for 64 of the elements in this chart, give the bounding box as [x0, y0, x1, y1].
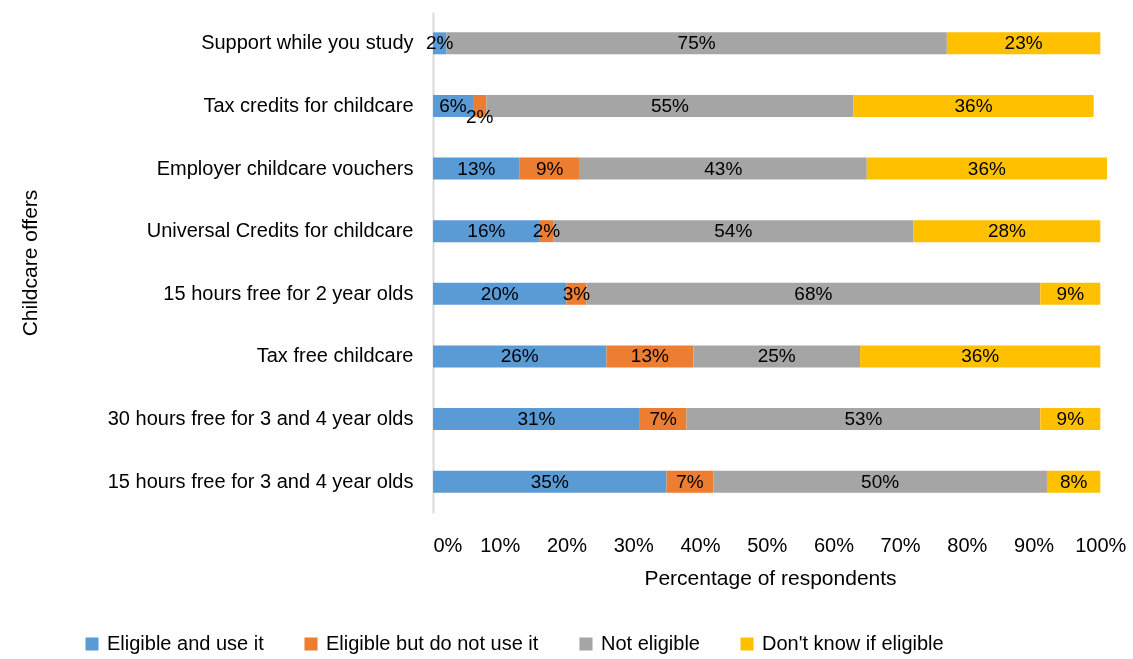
- data-label: 53%: [844, 408, 883, 430]
- legend-label: Don't know if eligible: [762, 632, 944, 654]
- data-label: 20%: [480, 282, 519, 304]
- x-tick-label: 40%: [680, 533, 721, 556]
- x-tick-label: 80%: [947, 533, 988, 556]
- bar: [693, 345, 861, 368]
- data-label: 36%: [954, 94, 993, 116]
- data-label: 8%: [1059, 470, 1088, 492]
- data-label: 9%: [1056, 408, 1085, 430]
- data-label: 43%: [704, 157, 743, 179]
- y-tick-label: Tax credits for childcare: [203, 93, 414, 116]
- data-label: 16%: [467, 220, 506, 242]
- data-label: 50%: [861, 470, 900, 492]
- bar: [866, 157, 1107, 180]
- x-tick-label: 0%: [433, 533, 463, 556]
- legend-label: Not eligible: [601, 632, 700, 654]
- bar: [946, 32, 1101, 55]
- x-tick-label: 70%: [880, 533, 921, 556]
- legend-label: Eligible and use it: [107, 632, 265, 654]
- bar: [433, 470, 667, 493]
- data-label: 6%: [439, 94, 467, 116]
- x-tick-label: 60%: [813, 533, 855, 556]
- data-label: 55%: [650, 94, 690, 116]
- y-tick-label: 30 hours free for 3 and 4 year olds: [107, 407, 414, 430]
- data-label: 68%: [794, 282, 833, 304]
- y-tick-label: Tax free childcare: [256, 344, 414, 367]
- y-tick-label: Employer childcare vouchers: [156, 156, 414, 179]
- legend-label: Eligible but do not use it: [326, 632, 539, 654]
- data-label: 31%: [517, 408, 556, 430]
- x-axis-title: Percentage of respondents: [644, 565, 897, 589]
- bar: [686, 408, 1041, 431]
- bar: [713, 470, 1047, 493]
- bar: [579, 157, 867, 180]
- x-tick-label: 20%: [546, 533, 588, 556]
- data-label: 13%: [630, 345, 669, 367]
- bar: [913, 220, 1101, 243]
- data-label: 13%: [457, 157, 496, 179]
- x-tick-label: 90%: [1014, 533, 1055, 556]
- bar: [433, 345, 607, 368]
- x-tick-label: 50%: [747, 533, 788, 556]
- data-label: 7%: [649, 408, 678, 430]
- y-tick-label: Universal Credits for childcare: [146, 219, 414, 242]
- data-label: 7%: [676, 470, 704, 492]
- x-tick-label: 100%: [1075, 533, 1127, 556]
- data-label: 23%: [1004, 32, 1043, 54]
- y-tick-label: 15 hours free for 2 year olds: [163, 281, 414, 304]
- y-tick-label: Support while you study: [201, 31, 414, 54]
- data-label: 75%: [677, 32, 716, 54]
- data-label: 36%: [961, 345, 1000, 367]
- y-axis-title: Childcare offers: [17, 189, 41, 337]
- x-tick-label: 30%: [613, 533, 654, 556]
- x-tick-label: 10%: [480, 533, 521, 556]
- y-tick-label: 15 hours free for 3 and 4 year olds: [107, 469, 414, 492]
- data-label: 25%: [757, 345, 796, 367]
- data-label: 26%: [500, 345, 539, 367]
- bar: [433, 408, 640, 431]
- data-label: 54%: [714, 220, 753, 242]
- data-label: 9%: [1056, 282, 1085, 304]
- bar: [853, 94, 1094, 117]
- data-label: 28%: [987, 220, 1027, 242]
- data-label: 35%: [530, 470, 569, 492]
- data-label: 9%: [536, 157, 564, 179]
- bar: [860, 345, 1101, 368]
- data-label: 36%: [967, 157, 1006, 179]
